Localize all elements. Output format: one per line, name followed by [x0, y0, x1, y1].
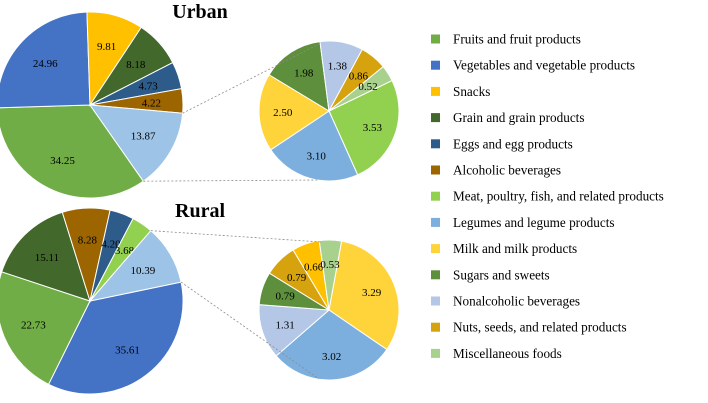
rural-main-slice-grain-and-grain-products [1, 211, 91, 302]
legend-item-fruits-and-fruit-products: Fruits and fruit products [431, 32, 581, 47]
legend-item-eggs-and-egg-products: Eggs and egg products [431, 136, 573, 151]
legend-item-alcoholic-beverages: Alcoholic beverages [431, 163, 561, 178]
urban-detail-slice-miscellaneous-foods-label: 0.52 [358, 81, 377, 93]
legend-swatch-nuts-seeds-and-related-products [431, 322, 440, 332]
rural-detail-slice-legumes-and-legume-products-label: 3.02 [322, 351, 341, 363]
urban-detail-slice-meat-poultry-fish-and-related-products [328, 79, 400, 176]
rural-detail-slice-sugars-and-sweets-label: 0.79 [275, 291, 295, 303]
urban-detail-slice-sugars-and-sweets [268, 41, 330, 112]
legend-label-miscellaneous-foods: Miscellaneous foods [453, 346, 562, 361]
legend-swatch-milk-and-milk-products [431, 244, 440, 254]
legend-item-milk-and-milk-products: Milk and milk products [431, 241, 577, 256]
urban-detail-slice-meat-poultry-fish-and-related-products-label: 3.53 [363, 122, 383, 134]
urban-main-slice-other [88, 104, 184, 182]
rural-main-slice-fruits-and-fruit-products-label: 22.73 [21, 320, 46, 332]
legend-swatch-vegetables-and-vegetable-products [431, 60, 440, 70]
urban-main-slice-vegetables-and-vegetable-products [0, 11, 91, 109]
legend-label-milk-and-milk-products: Milk and milk products [453, 241, 577, 256]
urban-main-slice-alcoholic-beverages-label: 4.22 [142, 97, 161, 109]
legend-swatch-snacks [431, 86, 440, 96]
legend-label-sugars-and-sweets: Sugars and sweets [453, 267, 550, 282]
legend-label-eggs-and-egg-products: Eggs and egg products [453, 136, 573, 151]
legend-label-meat-poultry-fish-and-related-products: Meat, poultry, fish, and related product… [453, 189, 664, 204]
legend-item-nonalcoholic-beverages: Nonalcoholic beverages [431, 294, 580, 309]
legend-item-sugars-and-sweets: Sugars and sweets [431, 267, 550, 282]
legend-label-grain-and-grain-products: Grain and grain products [453, 110, 584, 125]
rural-detail-slice-snacks-label: 0.66 [304, 261, 324, 273]
urban-main-slice-fruits-and-fruit-products-label: 34.25 [50, 155, 75, 167]
urban-main-slice-eggs-and-egg-products-label: 4.73 [139, 80, 159, 92]
legend-item-miscellaneous-foods: Miscellaneous foods [431, 346, 562, 361]
urban-connector-top [182, 42, 322, 114]
rural-detail-slice-nuts-seeds-and-related-products-label: 0.79 [287, 272, 307, 284]
rural-detail-slice-miscellaneous-foods-label: 0.53 [320, 259, 340, 271]
urban-detail-slice-nonalcoholic-beverages-label: 1.38 [328, 61, 348, 73]
legend-item-vegetables-and-vegetable-products: Vegetables and vegetable products [431, 58, 635, 73]
rural-main-slice-fruits-and-fruit-products [0, 271, 91, 385]
legend-label-nuts-seeds-and-related-products: Nuts, seeds, and related products [453, 320, 627, 335]
urban-main-slice-fruits-and-fruit-products [0, 104, 145, 199]
urban-main-slice-grain-and-grain-products-label: 8.18 [126, 59, 146, 71]
rural-detail-slice-nonalcoholic-beverages-label: 1.31 [276, 320, 295, 332]
legend-label-snacks: Snacks [453, 84, 490, 99]
legend-label-nonalcoholic-beverages: Nonalcoholic beverages [453, 294, 580, 309]
rural-main-slice-meat-poultry-fish-and-related-products-label: 3.68 [115, 245, 135, 257]
legend-swatch-eggs-and-egg-products [431, 139, 440, 149]
legend-swatch-legumes-and-legume-products [431, 217, 440, 227]
rural-main-slice-eggs-and-egg-products-label: 4.20 [101, 238, 121, 250]
legend-swatch-sugars-and-sweets [431, 270, 440, 280]
urban-main-slice-vegetables-and-vegetable-products-label: 24.96 [33, 58, 58, 70]
urban-main-slice-snacks-label: 9.81 [97, 41, 116, 53]
legend-item-grain-and-grain-products: Grain and grain products [431, 110, 584, 125]
legend-swatch-alcoholic-beverages [431, 165, 440, 175]
rural-detail-slice-milk-and-milk-products [328, 240, 400, 351]
urban-detail-slice-legumes-and-legume-products-label: 3.10 [307, 150, 327, 162]
urban-pie-group: 34.25 24.96 9.81 8.18 4.73 4.22 13.87 3.53 3.10 2… [0, 1, 400, 199]
rural-connector-top [150, 230, 322, 243]
legend-label-alcoholic-beverages: Alcoholic beverages [453, 163, 561, 178]
pies-layer: 34.25 24.96 9.81 8.18 4.73 4.22 13.87 3.53 3.10 2… [0, 1, 400, 395]
rural-detail-slice-legumes-and-legume-products [275, 309, 388, 381]
legend: Fruits and fruit products Vegetables and … [431, 32, 664, 361]
urban-detail-slice-sugars-and-sweets-label: 1.98 [294, 67, 314, 79]
rural-main-slice-other-label: 10.39 [131, 265, 156, 277]
legend-label-vegetables-and-vegetable-products: Vegetables and vegetable products [453, 58, 635, 73]
legend-swatch-fruits-and-fruit-products [431, 34, 440, 44]
legend-item-meat-poultry-fish-and-related-products: Meat, poultry, fish, and related product… [431, 189, 664, 204]
urban-pie-title: Urban [172, 1, 228, 23]
rural-main-slice-alcoholic-beverages-label: 8.28 [78, 235, 98, 247]
urban-detail-slice-nuts-seeds-and-related-products-label: 0.86 [349, 70, 369, 82]
legend-item-legumes-and-legume-products: Legumes and legume products [431, 215, 615, 230]
rural-pie-group: 35.61 22.73 15.11 8.28 4.203.68 10.39 3.29 3.02… [0, 200, 400, 395]
rural-detail-slice-miscellaneous-foods [318, 239, 343, 311]
urban-detail-slice-miscellaneous-foods [328, 65, 393, 112]
urban-connector-bottom [143, 179, 320, 182]
legend-item-nuts-seeds-and-related-products: Nuts, seeds, and related products [431, 320, 627, 335]
urban-detail-slice-legumes-and-legume-products [270, 110, 359, 182]
rural-main-slice-vegetables-and-vegetable-products [47, 281, 184, 395]
urban-detail-slice-milk-and-milk-products-label: 2.50 [273, 107, 293, 119]
legend-label-fruits-and-fruit-products: Fruits and fruit products [453, 32, 581, 47]
legend-swatch-meat-poultry-fish-and-related-products [431, 191, 440, 201]
legend-swatch-grain-and-grain-products [431, 113, 440, 123]
rural-main-slice-grain-and-grain-products-label: 15.11 [35, 252, 59, 264]
legend-swatch-miscellaneous-foods [431, 348, 440, 358]
rural-connector-bottom [180, 281, 320, 380]
urban-main-slice-other-label: 13.87 [131, 131, 156, 143]
rural-main-slice-vegetables-and-vegetable-products-label: 35.61 [115, 345, 140, 357]
rural-pie-title: Rural [175, 200, 225, 222]
legend-item-snacks: Snacks [431, 84, 490, 99]
urban-detail-slice-milk-and-milk-products [258, 74, 330, 151]
rural-detail-slice-milk-and-milk-products-label: 3.29 [362, 287, 382, 299]
legend-swatch-nonalcoholic-beverages [431, 296, 440, 306]
legend-label-legumes-and-legume-products: Legumes and legume products [453, 215, 615, 230]
